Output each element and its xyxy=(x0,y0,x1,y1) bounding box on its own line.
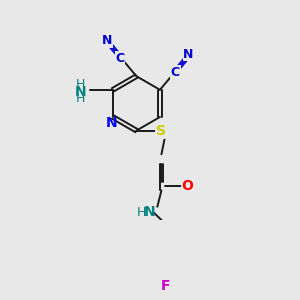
Text: N: N xyxy=(75,85,87,99)
Text: N: N xyxy=(143,205,155,219)
Text: N: N xyxy=(106,116,117,130)
Text: O: O xyxy=(181,179,193,193)
Text: H: H xyxy=(76,78,86,92)
Text: S: S xyxy=(156,124,167,138)
Text: N: N xyxy=(183,48,194,61)
Text: F: F xyxy=(161,279,170,293)
Text: H: H xyxy=(76,92,86,105)
Text: C: C xyxy=(171,66,180,79)
Text: H: H xyxy=(137,206,146,219)
Text: C: C xyxy=(116,52,125,65)
Text: N: N xyxy=(102,34,112,47)
